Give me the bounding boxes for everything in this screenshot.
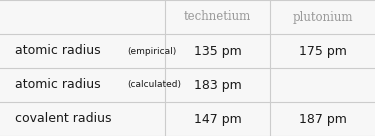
Text: 187 pm: 187 pm (298, 112, 346, 126)
Text: (empirical): (empirical) (128, 47, 177, 55)
Text: 147 pm: 147 pm (194, 112, 242, 126)
Text: plutonium: plutonium (292, 10, 353, 24)
Text: 175 pm: 175 pm (298, 44, 346, 58)
Text: technetium: technetium (184, 10, 251, 24)
Text: atomic radius: atomic radius (15, 44, 100, 58)
Text: 135 pm: 135 pm (194, 44, 242, 58)
Text: covalent radius: covalent radius (15, 112, 111, 126)
Text: atomic radius: atomic radius (15, 78, 100, 92)
Text: 183 pm: 183 pm (194, 78, 242, 92)
Text: (calculated): (calculated) (128, 81, 182, 89)
